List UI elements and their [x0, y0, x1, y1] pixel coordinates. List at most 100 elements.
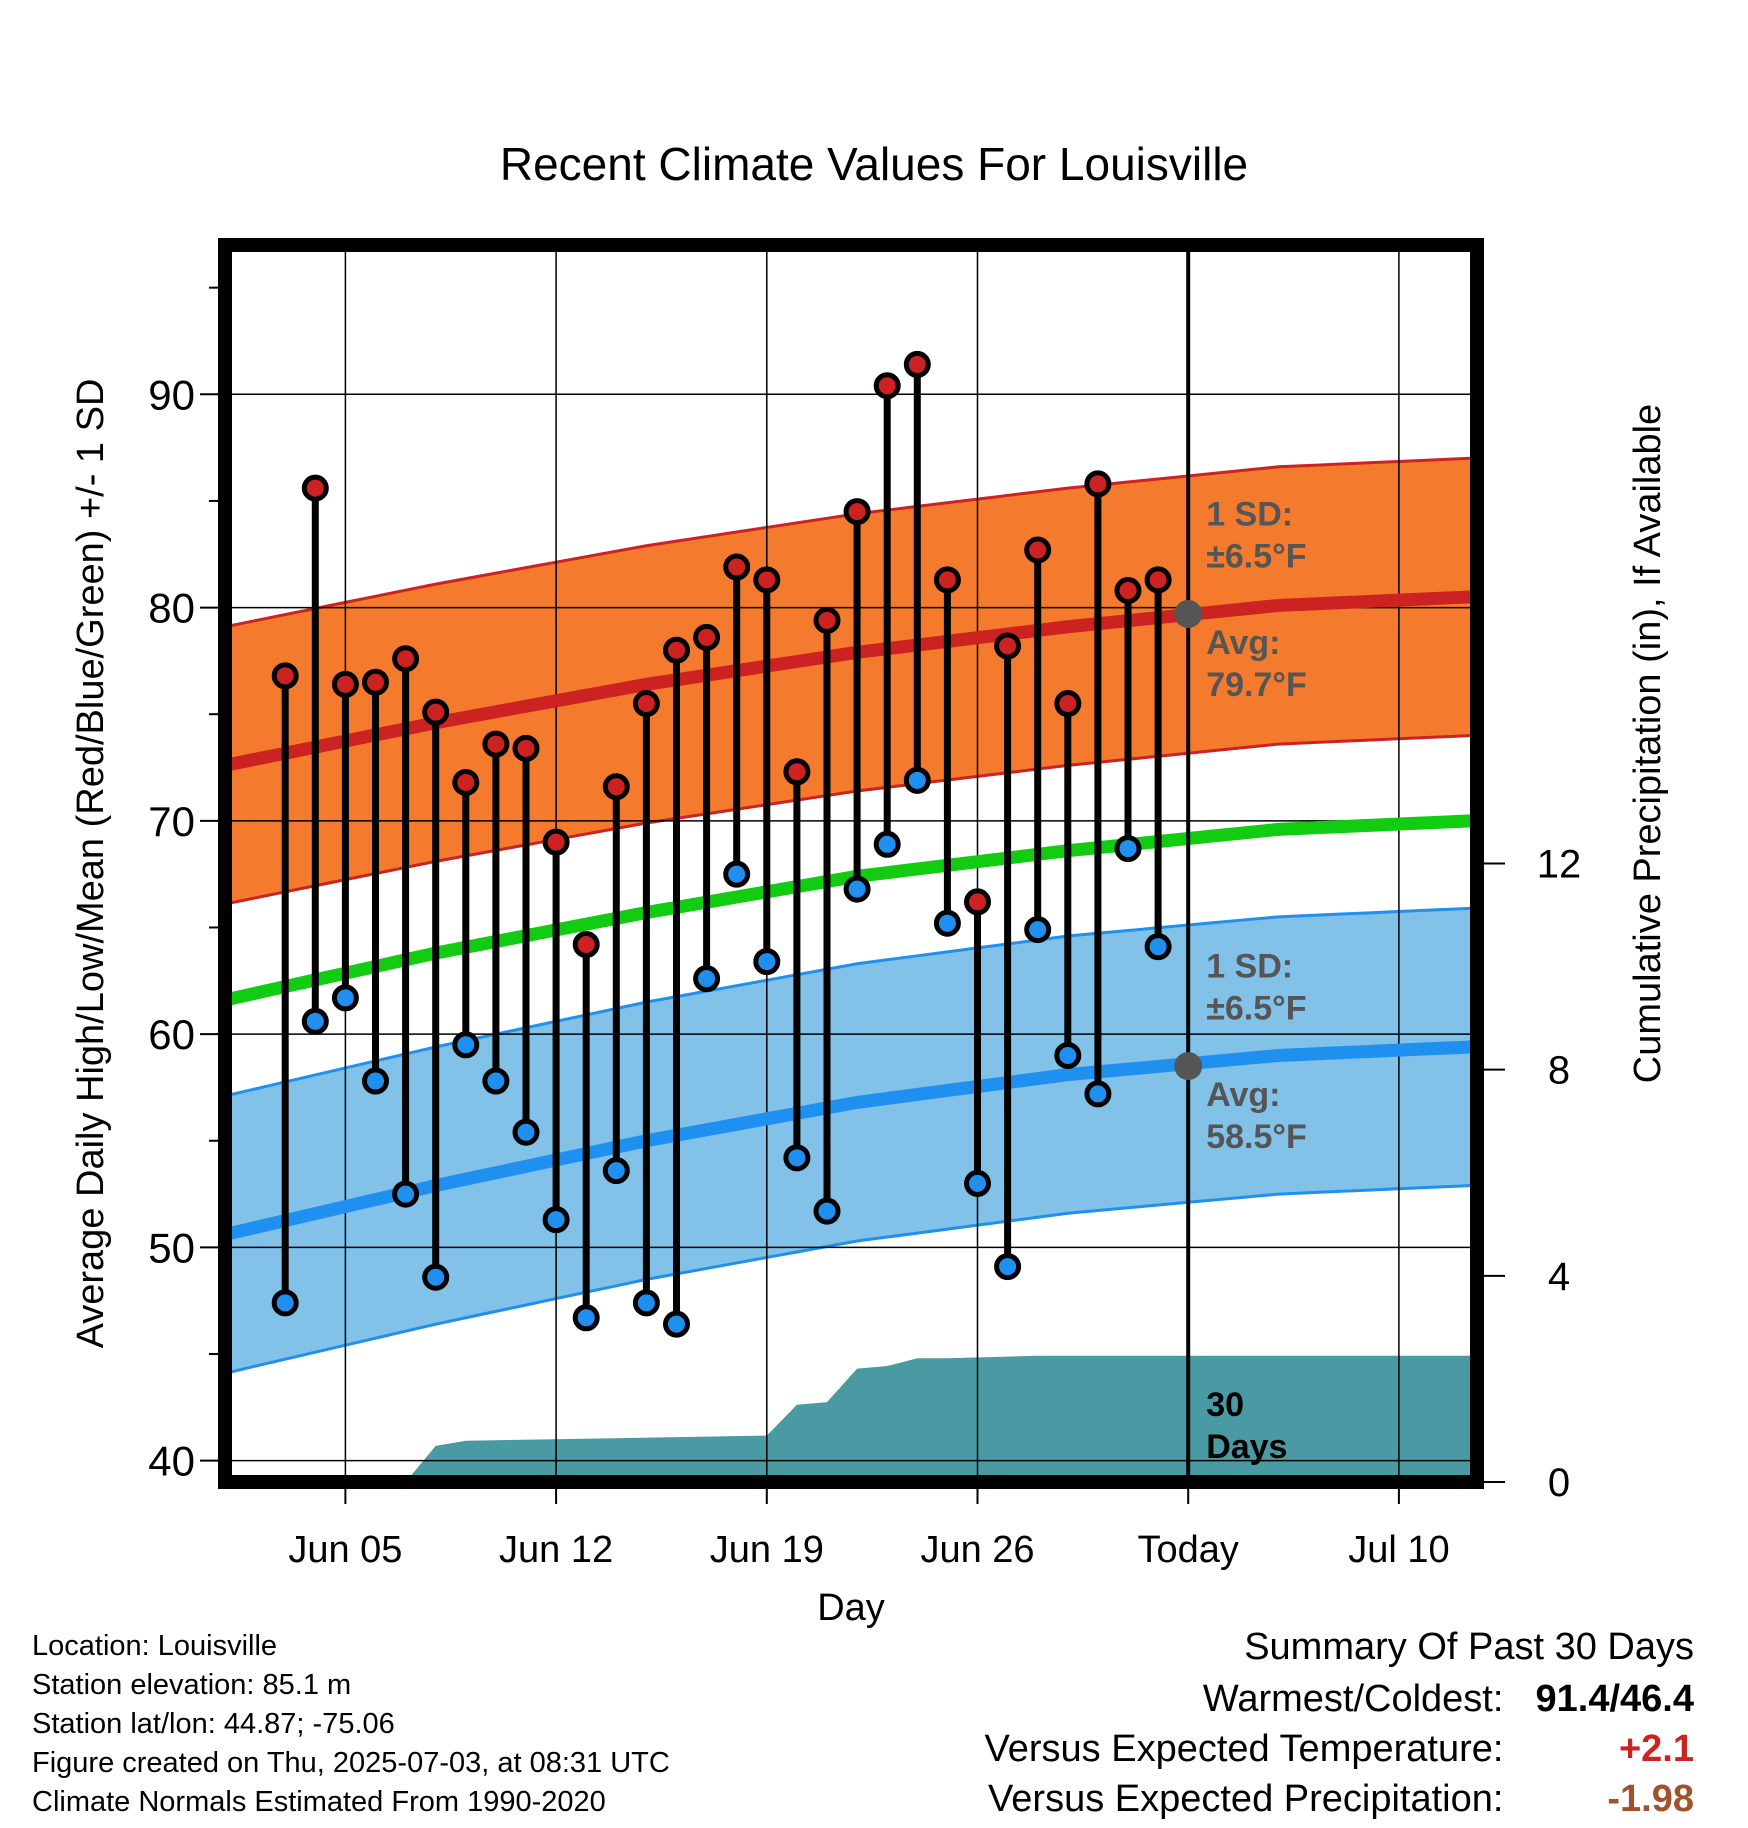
observed-high-point — [271, 662, 299, 690]
observed-high-point — [542, 828, 570, 856]
x-tick-label: Jun 05 — [288, 1529, 402, 1571]
latlon-text: Station lat/lon: 44.87; -75.06 — [32, 1708, 395, 1740]
observed-high-point — [301, 474, 329, 502]
observed-low-point — [783, 1144, 811, 1172]
observed-low-point — [632, 1289, 660, 1317]
summary-temp: Versus Expected Temperature: +2.1 — [985, 1724, 1694, 1774]
chart-title: Recent Climate Values For Louisville — [500, 138, 1248, 190]
today-avg-low-marker — [1174, 1052, 1203, 1081]
y-tick-label: 70 — [148, 798, 195, 845]
observed-low-point — [422, 1263, 450, 1291]
precip-days-label: Days — [1206, 1428, 1287, 1466]
observed-high-point — [964, 888, 991, 916]
observed-high-point — [903, 350, 931, 378]
precip-days-number: 30 — [1206, 1386, 1244, 1424]
observed-high-point — [723, 553, 751, 581]
location-text: Location: Louisville — [32, 1630, 278, 1662]
observed-low-point — [964, 1169, 991, 1197]
today-avg-high-marker — [1174, 599, 1203, 628]
plot-area — [225, 245, 1477, 1482]
x-tick-label: Jun 19 — [710, 1529, 824, 1571]
observed-high-point — [933, 566, 961, 594]
x-tick-label: Jul 10 — [1348, 1529, 1449, 1571]
precip-label: Versus Expected Precipitation: — [988, 1778, 1504, 1820]
observed-high-point — [392, 645, 420, 673]
low-sd-label: 1 SD: — [1206, 947, 1293, 985]
y-tick-label: 40 — [148, 1438, 195, 1485]
warm-cold-label: Warmest/Coldest: — [1202, 1678, 1504, 1720]
avg-mean-line — [225, 814, 1477, 1007]
observed-low-point — [572, 1304, 600, 1332]
observed-high-point — [1024, 536, 1052, 564]
observed-low-point — [663, 1310, 690, 1338]
observed-low-point — [392, 1180, 420, 1208]
y2-axis-label: Cumulative Precipitation (in), If Availa… — [1627, 404, 1669, 1083]
summary-title: Summary Of Past 30 Days — [1244, 1626, 1694, 1668]
summary-panel: Summary Of Past 30 Days Warmest/Coldest:… — [985, 1620, 1694, 1824]
observed-high-point — [1054, 690, 1082, 718]
low-sd-band — [225, 908, 1477, 1374]
observed-low-point — [602, 1157, 630, 1185]
low-sd-lower-line — [225, 1183, 1477, 1375]
observed-low-point — [482, 1067, 510, 1095]
observed-high-point — [422, 698, 450, 726]
observed-low-point — [994, 1253, 1022, 1281]
observed-high-point — [994, 632, 1022, 660]
plot-inner — [225, 245, 1477, 1482]
warm-cold-value: 91.4/46.4 — [1535, 1678, 1694, 1720]
high-sd-label: 1 SD: — [1206, 495, 1293, 533]
observed-high-point — [362, 668, 389, 696]
observed-high-point — [873, 372, 901, 400]
low-sd-upper-line — [225, 906, 1477, 1098]
observed-high-point — [1114, 577, 1142, 605]
avg-low-line — [225, 1040, 1477, 1241]
observed-low-point — [362, 1067, 389, 1095]
observed-high-point — [331, 670, 359, 698]
observed-low-point — [1144, 933, 1172, 961]
observed-high-point — [663, 636, 690, 664]
observed-low-point — [542, 1206, 570, 1234]
y2-tick-label: 12 — [1537, 843, 1582, 887]
summary-warm-cold: Warmest/Coldest: 91.4/46.4 — [985, 1674, 1694, 1724]
x-tick-label: Jun 26 — [920, 1529, 1034, 1571]
y2-tick-label: 4 — [1548, 1255, 1570, 1299]
observed-high-point — [783, 758, 811, 786]
x-axis-label: Day — [817, 1587, 885, 1629]
observed-high-point — [1144, 566, 1172, 594]
y-tick-label: 60 — [148, 1011, 195, 1058]
observed-high-point — [632, 690, 660, 718]
high-avg-label: Avg: — [1206, 624, 1280, 662]
y-tick-label: 50 — [148, 1224, 195, 1271]
high-sd-value: ±6.5°F — [1206, 537, 1306, 575]
observed-high-point — [572, 931, 600, 959]
observed-low-point — [452, 1031, 480, 1059]
high-sd-upper-line — [225, 456, 1477, 629]
low-sd-value: ±6.5°F — [1206, 989, 1306, 1027]
temp-value: +2.1 — [1618, 1728, 1694, 1770]
summary-precip: Versus Expected Precipitation: -1.98 — [985, 1774, 1694, 1824]
observed-low-point — [933, 909, 961, 937]
observed-high-point — [602, 773, 630, 801]
observed-high-point — [843, 498, 871, 526]
annotations: 1 SD: ±6.5°F Avg: 79.7°F 1 SD: ±6.5°F Avg: 58.5… — [1206, 495, 1307, 1466]
y2-tick-label: 8 — [1548, 1049, 1570, 1093]
normals-text: Climate Normals Estimated From 1990-2020 — [32, 1786, 606, 1818]
high-sd-band — [225, 458, 1477, 905]
low-avg-label: Avg: — [1206, 1076, 1280, 1114]
precip-value: -1.98 — [1607, 1778, 1694, 1820]
axes: Jun 05 Jun 12 Jun 19 Jun 26 Today Jul 10Day40… — [70, 238, 1669, 1629]
y-tick-label: 90 — [148, 371, 195, 418]
created-text: Figure created on Thu, 2025-07-03, at 08… — [32, 1747, 670, 1779]
observed-low-point — [271, 1289, 299, 1317]
observed-low-point — [1114, 835, 1142, 863]
y-axis-label: Average Daily High/Low/Mean (Red/Blue/Gr… — [70, 379, 112, 1349]
high-avg-value: 79.7°F — [1206, 666, 1307, 704]
observed-low-point — [753, 948, 781, 976]
temp-label: Versus Expected Temperature: — [984, 1728, 1504, 1770]
observed-low-point — [1054, 1041, 1082, 1069]
observed-high-point — [452, 768, 480, 796]
observed-low-point — [873, 830, 901, 858]
y-tick-label: 80 — [148, 585, 195, 632]
observed-high-point — [693, 623, 721, 651]
